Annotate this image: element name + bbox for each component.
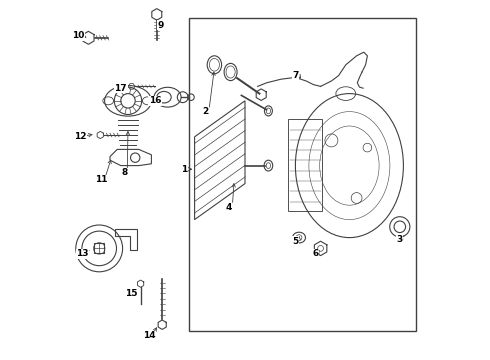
Text: 1: 1	[181, 165, 187, 174]
Text: 4: 4	[225, 202, 232, 211]
Text: 11: 11	[95, 175, 107, 184]
Bar	[94, 243, 104, 253]
Text: 2: 2	[202, 107, 209, 116]
Text: 16: 16	[149, 96, 161, 105]
Text: 12: 12	[74, 132, 86, 141]
Text: 17: 17	[115, 84, 127, 93]
Text: 9: 9	[157, 21, 164, 30]
Text: 7: 7	[292, 71, 298, 80]
Text: 15: 15	[125, 289, 138, 298]
Bar	[189, 18, 416, 331]
Text: 13: 13	[76, 249, 89, 258]
Text: 10: 10	[73, 31, 85, 40]
Text: 6: 6	[312, 249, 318, 258]
Text: 5: 5	[292, 237, 298, 246]
Bar	[288, 119, 322, 211]
Text: 14: 14	[143, 331, 156, 340]
Text: 3: 3	[397, 235, 403, 244]
Text: 8: 8	[122, 168, 127, 177]
